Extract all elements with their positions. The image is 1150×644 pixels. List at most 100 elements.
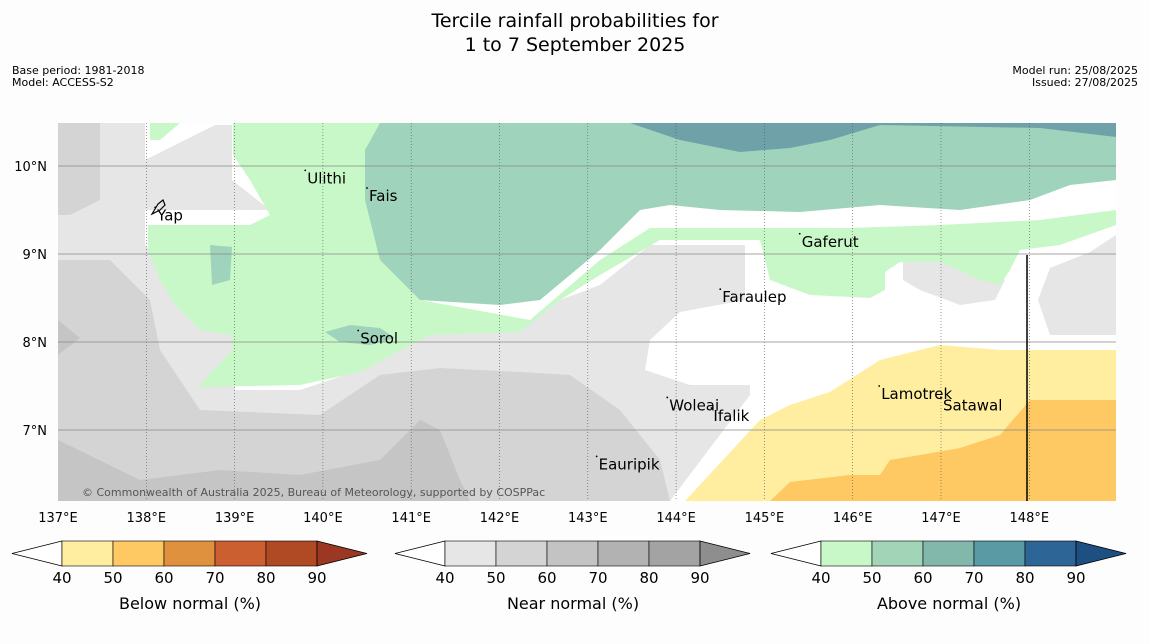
place-label: Fais <box>369 187 398 205</box>
title-line-1: Tercile rainfall probabilities for <box>431 10 719 32</box>
near-normal-60-patch-west <box>58 320 80 355</box>
place-label: Gaferut <box>802 233 859 251</box>
colorbar-tick-label: 40 <box>811 569 830 587</box>
place-marker <box>719 288 722 291</box>
place-label: Yap <box>156 206 183 224</box>
graticule <box>58 123 1116 501</box>
place-label: Satawal <box>943 396 1002 414</box>
colorbar-segment <box>820 540 873 567</box>
colorbar-segment <box>214 540 267 567</box>
place-marker <box>304 169 307 172</box>
colorbar-segment <box>597 540 650 567</box>
above-normal-50-region <box>365 123 1116 305</box>
colorbar-segment <box>163 540 216 567</box>
place-label: Lamotrek <box>881 385 952 403</box>
colorbar: 40 50 60 70 80 90 <box>11 540 368 587</box>
colorbar-tick-label: 40 <box>435 569 454 587</box>
colorbar-tick-label: 40 <box>52 569 71 587</box>
place-marker <box>666 396 669 399</box>
colorbar-segment <box>871 540 924 567</box>
base-period: Base period: 1981-2018 <box>12 64 145 77</box>
lat-tick-label: 8°N <box>23 336 48 351</box>
lat-tick-label: 9°N <box>23 248 48 263</box>
issued-date: Issued: 27/08/2025 <box>1031 76 1138 89</box>
colorbar-tick-label: 60 <box>537 569 556 587</box>
colorbar-tick-label: 50 <box>862 569 881 587</box>
colorbar-segment <box>1024 540 1077 567</box>
model-name: Model: ACCESS-S2 <box>12 76 114 89</box>
colorbar-tick-label: 70 <box>205 569 224 587</box>
colorbar-segment <box>265 540 318 567</box>
place-label: Sorol <box>360 330 398 348</box>
below-normal-50-region <box>770 400 1116 501</box>
colorbar-min-extension <box>11 540 63 567</box>
lon-tick-label: 143°E <box>568 511 608 526</box>
colorbar-tick-label: 90 <box>307 569 326 587</box>
colorbar-tick-label: 70 <box>964 569 983 587</box>
lon-tick-label: 142°E <box>480 511 520 526</box>
colorbar-label-below: Below normal (%) <box>118 594 262 613</box>
near-normal-50-region-south <box>58 260 670 501</box>
colorbar-max-extension <box>699 540 751 567</box>
lon-tick-label: 145°E <box>745 511 785 526</box>
lon-tick-label: 146°E <box>833 511 873 526</box>
colorbar-segment <box>112 540 165 567</box>
colorbar-min-extension <box>770 540 822 567</box>
lon-tick-label: 148°E <box>1010 511 1050 526</box>
colorbar-segment <box>922 540 975 567</box>
latitude-ticks: 10°N 9°N 8°N 7°N <box>14 160 47 439</box>
place-marker <box>366 187 368 189</box>
place-label: Woleai <box>669 396 719 414</box>
near-normal-40-patch-far-east <box>1038 235 1116 335</box>
probability-field <box>58 123 1116 501</box>
colorbar-segment <box>495 540 548 567</box>
colorbar-segment <box>648 540 701 567</box>
place-marker <box>940 396 942 399</box>
longitude-ticks: 137°E 138°E 139°E 140°E 141°E 142°E 143°E 144°E… <box>38 511 1049 526</box>
lon-tick-label: 137°E <box>38 511 78 526</box>
lon-tick-label: 140°E <box>303 511 343 526</box>
model-run: Model run: 25/08/2025 <box>1012 64 1138 77</box>
near-normal-50-region <box>58 123 100 215</box>
colorbar-tick-label: 80 <box>256 569 275 587</box>
place-marker <box>595 455 598 458</box>
lat-tick-label: 7°N <box>23 424 48 439</box>
colorbar-max-extension <box>1075 540 1127 567</box>
meta-right: Model run: 25/08/2025 Issued: 27/08/2025 <box>1012 65 1138 89</box>
colorbar: 40 50 60 70 80 90 <box>770 540 1127 587</box>
colorbar-tick-label: 50 <box>486 569 505 587</box>
place-marker <box>357 329 360 332</box>
colorbar-segment <box>61 540 114 567</box>
place-label: Eauripik <box>599 455 660 473</box>
near-normal-60-region <box>58 420 470 501</box>
place-marker <box>798 232 801 235</box>
colorbar-tick-label: 70 <box>588 569 607 587</box>
colorbars: 40 50 60 70 80 90 40 50 60 70 80 90 40 50 60 70 80 90 <box>11 540 1127 587</box>
colorbar-tick-label: 90 <box>690 569 709 587</box>
colorbar-min-extension <box>394 540 446 567</box>
above-normal-60-region <box>630 123 1116 152</box>
colorbar-tick-label: 80 <box>1015 569 1034 587</box>
above-normal-40-region <box>150 123 180 140</box>
title-line-2: 1 to 7 September 2025 <box>464 34 686 56</box>
above-normal-40-main <box>148 123 1116 387</box>
lon-tick-label: 141°E <box>391 511 431 526</box>
meta-left: Base period: 1981-2018 Model: ACCESS-S2 <box>12 65 144 89</box>
colorbar-label-near: Near normal (%) <box>506 594 640 613</box>
place-label: Faraulep <box>722 288 786 306</box>
copyright-notice: © Commonwealth of Australia 2025, Bureau… <box>82 486 545 499</box>
above-normal-50-patch-sorol <box>325 325 395 345</box>
colorbar-tick-label: 90 <box>1066 569 1085 587</box>
colorbar: 40 50 60 70 80 90 <box>394 540 751 587</box>
colorbar-tick-label: 60 <box>154 569 173 587</box>
place-marker <box>710 407 713 409</box>
place-marker <box>154 206 157 209</box>
colorbar-tick-label: 80 <box>639 569 658 587</box>
map-title: Tercile rainfall probabilities for 1 to … <box>0 9 1150 57</box>
lon-tick-label: 144°E <box>656 511 696 526</box>
colorbar-label-above: Above normal (%) <box>876 594 1022 613</box>
lat-tick-label: 10°N <box>14 160 47 175</box>
colorbar-segment <box>546 540 599 567</box>
colorbar-tick-label: 50 <box>103 569 122 587</box>
